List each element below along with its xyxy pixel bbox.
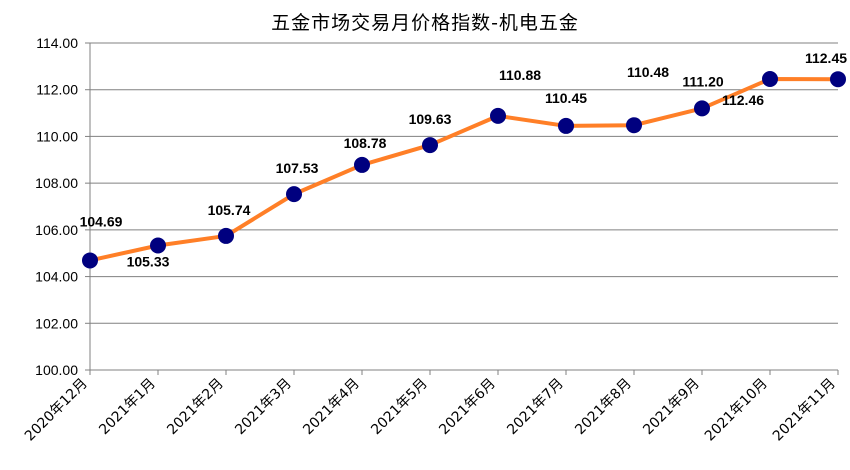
data-label: 110.48 bbox=[627, 64, 669, 80]
data-label: 112.45 bbox=[805, 50, 847, 66]
x-tick-label: 2021年11月 bbox=[770, 376, 839, 445]
y-tick-label: 112.00 bbox=[36, 82, 78, 98]
x-tick-label: 2021年8月 bbox=[572, 376, 635, 439]
data-label: 105.74 bbox=[208, 202, 251, 218]
x-tick-label: 2021年5月 bbox=[368, 376, 431, 439]
series-line bbox=[88, 76, 840, 263]
x-tick-label: 2021年4月 bbox=[300, 376, 363, 439]
data-point bbox=[286, 186, 302, 203]
y-tick-label: 102.00 bbox=[35, 315, 78, 331]
data-point bbox=[82, 252, 98, 269]
data-label: 112.46 bbox=[722, 92, 764, 108]
y-tick-label: 114.00 bbox=[36, 35, 78, 51]
data-label: 104.69 bbox=[80, 213, 123, 229]
data-point bbox=[626, 117, 642, 134]
x-tick-label: 2020年12月 bbox=[22, 376, 91, 445]
data-point bbox=[150, 237, 166, 254]
y-tick-label: 100.00 bbox=[35, 362, 78, 378]
data-label: 110.45 bbox=[545, 90, 587, 106]
data-point bbox=[218, 227, 234, 244]
data-point bbox=[490, 107, 506, 124]
x-tick-label: 2021年1月 bbox=[96, 376, 159, 439]
x-tick-label: 2021年10月 bbox=[702, 376, 771, 445]
data-point bbox=[762, 70, 778, 87]
x-tick-label: 2021年3月 bbox=[232, 376, 295, 439]
data-label: 107.53 bbox=[276, 160, 319, 176]
x-tick-label: 2021年6月 bbox=[436, 376, 499, 439]
data-point bbox=[694, 100, 710, 117]
data-label: 111.20 bbox=[682, 73, 723, 89]
chart-title: 五金市场交易月价格指数-机电五金 bbox=[271, 12, 579, 34]
data-point bbox=[422, 137, 438, 154]
x-tick-label: 2021年2月 bbox=[164, 376, 227, 439]
y-tick-label: 104.00 bbox=[35, 269, 78, 285]
data-label: 110.88 bbox=[499, 67, 541, 83]
data-label: 109.63 bbox=[409, 111, 452, 127]
data-point bbox=[354, 156, 370, 173]
x-tick-label: 2021年9月 bbox=[640, 376, 703, 439]
data-point bbox=[558, 117, 574, 134]
x-tick-label: 2021年7月 bbox=[504, 376, 567, 439]
y-tick-label: 108.00 bbox=[35, 175, 78, 191]
y-tick-label: 110.00 bbox=[36, 128, 78, 144]
data-label: 108.78 bbox=[344, 135, 387, 151]
data-label: 105.33 bbox=[127, 254, 170, 270]
data-point bbox=[830, 71, 846, 88]
y-tick-label: 106.00 bbox=[35, 222, 78, 238]
